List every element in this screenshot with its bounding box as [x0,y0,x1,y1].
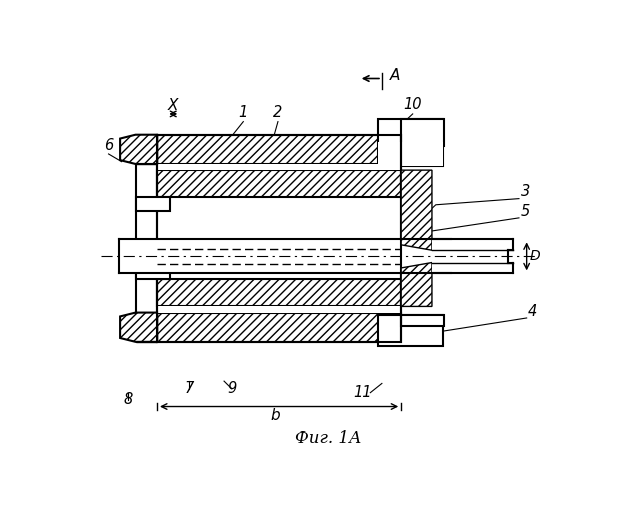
Polygon shape [120,312,157,342]
Text: 1: 1 [239,105,248,120]
Polygon shape [401,263,432,306]
Polygon shape [401,170,432,250]
Bar [401,120,444,146]
Bar [401,315,444,326]
Bar [157,306,401,312]
Text: 5: 5 [520,204,530,219]
Bar [136,197,170,211]
Bar [157,135,401,342]
Text: 6: 6 [104,138,113,153]
Text: 9: 9 [227,381,236,396]
Bar [378,143,444,166]
Text: Фиг. 1А: Фиг. 1А [294,430,362,447]
Text: 8: 8 [123,392,132,407]
Text: 10: 10 [403,97,422,112]
Text: X: X [168,98,179,113]
Bar [136,135,157,164]
Bar [118,240,451,273]
Text: b: b [270,408,280,423]
Bar [157,135,401,164]
Bar [136,312,157,342]
Bar [378,120,444,166]
Bar [157,280,401,306]
Bar [432,240,513,273]
Text: 11: 11 [353,385,372,400]
Text: D: D [530,249,540,263]
Bar [157,164,401,170]
Text: 2: 2 [273,105,283,120]
Text: 3: 3 [520,184,530,200]
Text: 4: 4 [528,304,538,319]
Bar [157,170,401,197]
Bar [378,315,444,346]
Bar [157,312,401,342]
Text: A: A [390,68,400,83]
Polygon shape [120,135,157,164]
Bar [136,266,170,280]
Text: 7: 7 [185,381,194,396]
